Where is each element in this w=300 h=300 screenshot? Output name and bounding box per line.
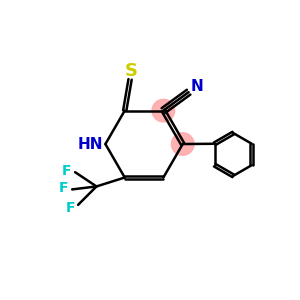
Text: F: F bbox=[62, 164, 71, 178]
Text: F: F bbox=[66, 201, 75, 215]
Text: HN: HN bbox=[77, 136, 103, 152]
Text: N: N bbox=[190, 79, 203, 94]
Circle shape bbox=[171, 133, 194, 155]
Circle shape bbox=[152, 99, 175, 122]
Text: S: S bbox=[124, 62, 137, 80]
Text: F: F bbox=[59, 181, 69, 195]
